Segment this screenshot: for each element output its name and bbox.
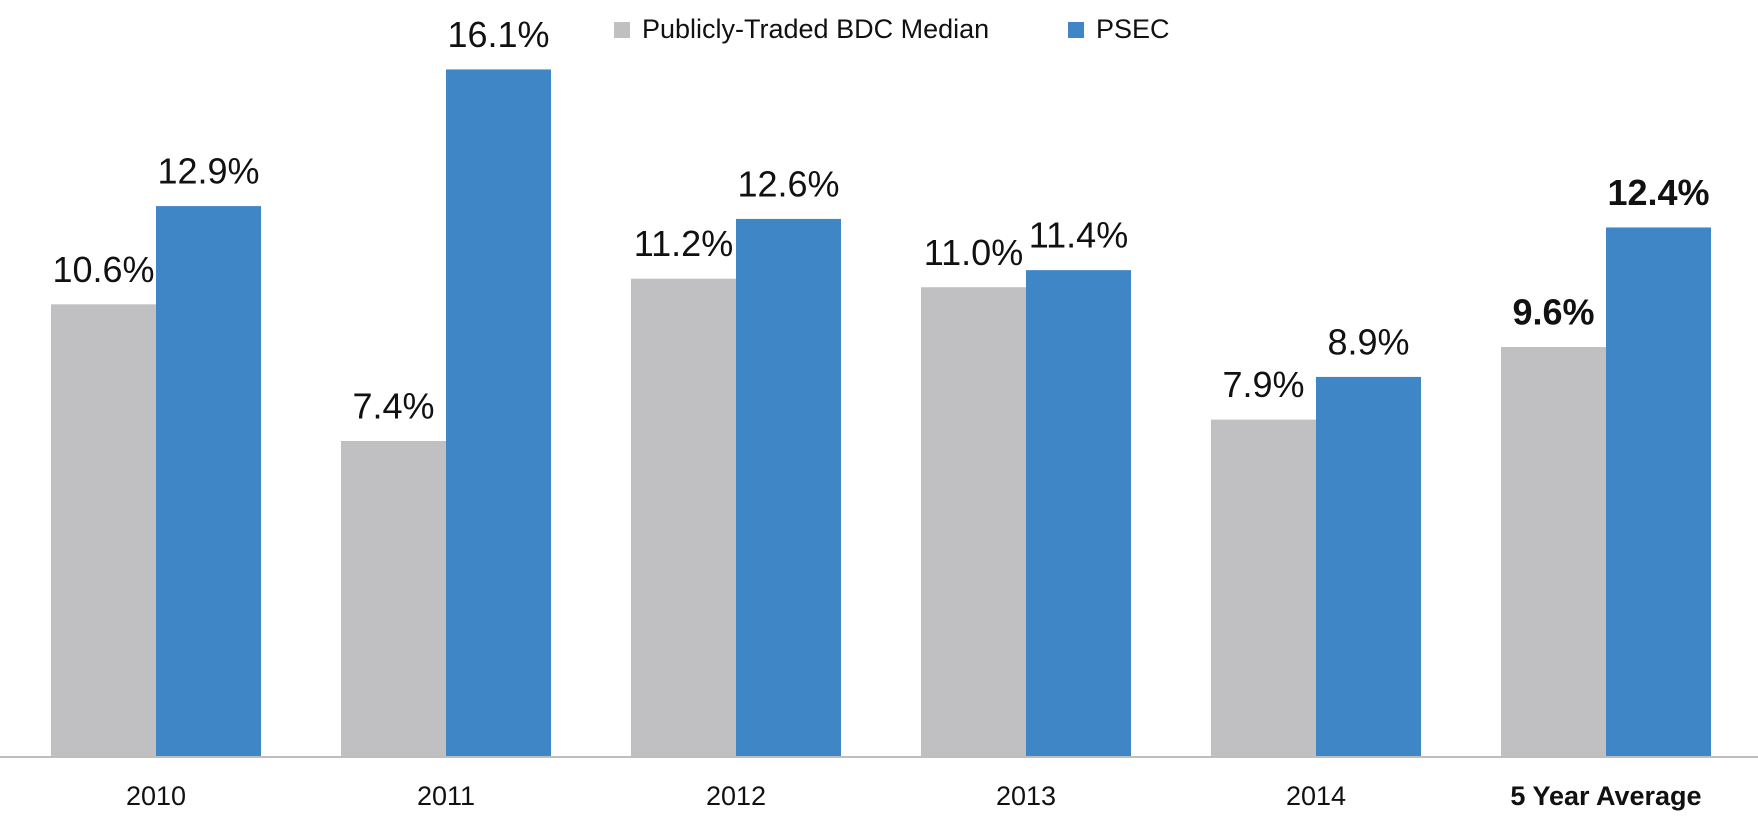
legend-label: PSEC <box>1096 14 1170 44</box>
x-tick-label: 5 Year Average <box>1510 781 1701 811</box>
value-label: 16.1% <box>447 14 549 55</box>
x-tick-label: 2013 <box>996 781 1056 811</box>
bar <box>51 304 156 757</box>
bar <box>1501 347 1606 757</box>
value-label: 12.4% <box>1607 172 1709 213</box>
value-label: 11.2% <box>634 223 733 264</box>
x-tick-label: 2010 <box>126 781 186 811</box>
bar <box>736 218 841 757</box>
value-label: 11.0% <box>924 232 1023 273</box>
bar <box>1211 419 1316 757</box>
x-tick-label: 2011 <box>417 781 475 811</box>
legend-label: Publicly-Traded BDC Median <box>642 14 989 44</box>
value-label: 9.6% <box>1512 292 1594 333</box>
bar <box>1026 270 1131 757</box>
bar <box>156 206 261 757</box>
bar <box>1606 227 1711 758</box>
bar <box>921 287 1026 757</box>
x-tick-label: 2012 <box>706 781 766 811</box>
value-label: 10.6% <box>52 249 154 290</box>
bar <box>341 440 446 757</box>
bar <box>1316 376 1421 757</box>
value-label: 11.4% <box>1029 215 1128 256</box>
legend-swatch <box>1068 22 1084 38</box>
legend-swatch <box>614 22 630 38</box>
value-label: 12.9% <box>157 151 259 192</box>
bar <box>446 69 551 757</box>
value-label: 7.9% <box>1222 364 1304 405</box>
value-label: 12.6% <box>737 163 839 204</box>
value-label: 8.9% <box>1327 321 1409 362</box>
value-label: 7.4% <box>352 385 434 426</box>
bar <box>631 278 736 757</box>
x-tick-label: 2014 <box>1286 781 1346 811</box>
